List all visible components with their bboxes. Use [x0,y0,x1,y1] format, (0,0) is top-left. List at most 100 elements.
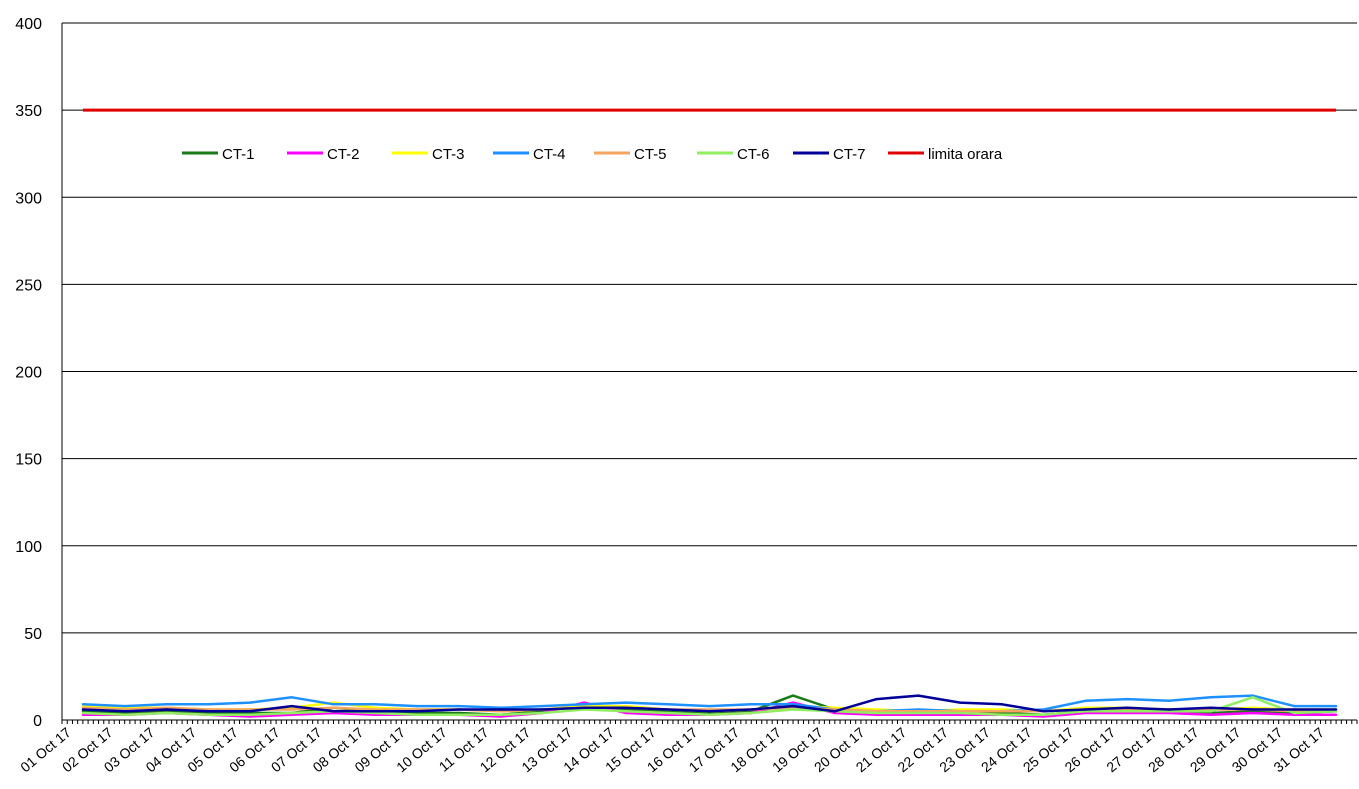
point-ct-7 [958,701,962,704]
point-ct-7 [290,704,293,708]
y-tick-label-200: 200 [15,365,42,382]
point-ct-4 [332,703,335,706]
point-ct-7 [207,710,210,713]
point-ct-7 [1251,708,1254,711]
point-ct-4 [1293,704,1296,708]
point-ct-6 [1251,696,1254,699]
legend-label-ct-4: CT-4 [533,146,566,163]
point-ct-7 [81,708,85,711]
point-ct-6 [415,713,419,716]
point-ct-7 [583,706,586,709]
y-tick-label-400: 400 [15,16,42,33]
point-ct-2 [1209,713,1213,716]
point-ct-4 [207,703,210,706]
point-ct-6 [248,713,252,716]
point-ct-4 [1084,699,1087,702]
point-ct-7 [750,708,753,711]
point-ct-7 [708,710,711,713]
point-ct-6 [624,710,628,713]
point-ct-7 [917,694,920,697]
legend-label-ct-1: CT-1 [222,146,255,163]
point-ct-4 [374,703,377,706]
point-ct-5 [1000,710,1004,713]
point-ct-4 [165,703,168,706]
point-ct-4 [624,701,628,704]
legend-label-ct-3: CT-3 [432,146,465,163]
y-tick-label-0: 0 [33,713,42,730]
point-ct-6 [666,711,669,715]
y-tick-label-100: 100 [15,539,42,556]
point-ct-7 [1209,706,1213,709]
y-axis-tick-labels: 0 50 100 150 200 250 300 350 400 [15,16,42,730]
point-ct-4 [1334,704,1338,708]
point-ct-7 [374,710,377,713]
point-ct-4 [290,696,293,699]
point-ct-4 [541,704,544,708]
point-ct-4 [123,704,126,708]
point-ct-7 [457,708,461,711]
point-ct-6 [917,711,920,715]
point-ct-6 [207,713,210,716]
point-ct-4 [708,704,711,708]
point-ct-6 [875,711,878,715]
legend-label-ct-5: CT-5 [634,146,667,163]
point-ct-7 [1042,710,1045,713]
point-ct-6 [958,711,962,715]
point-ct-6 [791,708,795,711]
series-lines [81,108,1338,718]
point-ct-7 [1000,703,1004,706]
point-ct-6 [750,711,753,715]
y-tick-label-50: 50 [24,626,42,643]
point-ct-4 [750,703,753,706]
y-tick-label-150: 150 [15,452,42,469]
point-ct-6 [457,713,461,716]
point-ct-7 [1293,708,1296,711]
point-ct-4 [1126,697,1129,701]
point-ct-7 [1334,708,1338,711]
point-ct-6 [1209,710,1213,713]
point-ct-6 [541,711,544,715]
point-ct-4 [415,704,419,708]
point-ct-7 [1084,708,1087,711]
legend-label-ct-2: CT-2 [327,146,360,163]
point-ct-6 [499,713,502,716]
point-ct-7 [1167,708,1171,711]
point-ct-7 [415,710,419,713]
point-ct-7 [541,708,544,711]
y-tick-label-250: 250 [15,277,42,294]
point-ct-7 [875,697,878,701]
point-ct-7 [666,708,669,711]
point-ct-7 [1126,706,1129,709]
point-ct-6 [290,711,293,715]
point-ct-6 [1000,713,1004,716]
point-ct-7 [248,710,252,713]
point-ct-5 [332,706,335,709]
gridlines [62,22,1357,634]
legend-label-ct-6: CT-6 [737,146,770,163]
point-ct-7 [624,706,628,709]
point-ct-6 [123,713,126,716]
y-tick-label-350: 350 [15,103,42,120]
point-ct-4 [248,701,252,704]
point-ct-6 [1126,710,1129,713]
point-ct-7 [165,708,168,711]
axes [61,23,1358,724]
point-ct-7 [791,704,795,708]
point-ct-7 [332,710,335,713]
legend-label-ct-7: CT-7 [833,146,866,163]
legend: CT-1 CT-2 CT-3 CT-4 CT-5 CT-6 CT-7 limita orara [182,146,1003,163]
point-ct-6 [708,713,711,716]
point-ct-6 [81,711,85,715]
point-ct-7 [833,710,836,713]
point-ct-7 [123,710,126,713]
point-ct-2 [1251,711,1254,715]
point-ct-7 [499,708,502,711]
point-ct-4 [583,703,586,706]
point-ct-4 [1167,699,1171,702]
point-ct-6 [1293,711,1296,715]
legend-label-limita-orara: limita orara [928,146,1003,163]
y-tick-label-300: 300 [15,190,42,207]
point-ct-4 [81,703,85,706]
